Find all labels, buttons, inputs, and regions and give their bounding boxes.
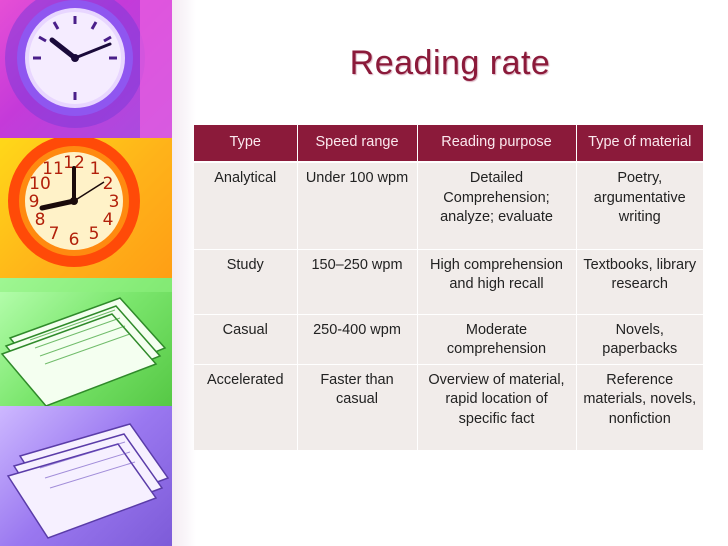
papers-icon [0, 278, 172, 406]
table-header-row: Type Speed range Reading purpose Type of… [194, 125, 703, 163]
papers-icon [6, 423, 170, 539]
cell-reading-purpose: Overview of material, rapid location of … [416, 363, 576, 450]
cell-type: Casual [194, 313, 297, 364]
cell-reading-purpose: Detailed Comprehension; analyze; evaluat… [416, 161, 576, 249]
svg-text:3: 3 [109, 192, 120, 212]
svg-text:12: 12 [63, 153, 85, 173]
orange-clock-photo: 12 1 2 3 4 5 6 7 8 9 10 11 [0, 138, 172, 278]
lavender-papers-photo [0, 406, 172, 546]
header-reading-purpose: Reading purpose [416, 125, 576, 163]
table-row: Study 150–250 wpm High comprehension and… [194, 248, 703, 314]
svg-text:2: 2 [103, 174, 114, 194]
header-type-of-material: Type of material [575, 125, 703, 163]
header-type: Type [194, 125, 297, 163]
svg-text:8: 8 [35, 210, 46, 230]
cell-type-of-material: Poetry, argumentative writing [575, 161, 703, 249]
cell-speed-range: 150–250 wpm [296, 248, 417, 314]
svg-text:4: 4 [103, 210, 114, 230]
table-row: Analytical Under 100 wpm Detailed Compre… [194, 161, 703, 249]
svg-text:11: 11 [42, 159, 64, 179]
cell-reading-purpose: High comprehension and high recall [416, 248, 576, 314]
cell-speed-range: 250-400 wpm [296, 313, 417, 364]
orange-clock-icon: 12 1 2 3 4 5 6 7 8 9 10 11 [0, 138, 172, 278]
svg-text:7: 7 [49, 224, 60, 244]
svg-text:1: 1 [90, 159, 101, 179]
green-papers-photo [0, 278, 172, 406]
cell-reading-purpose: Moderate comprehension [416, 313, 576, 364]
header-speed-range: Speed range [296, 125, 417, 163]
svg-text:9: 9 [29, 192, 40, 212]
cell-type: Accelerated [194, 363, 297, 450]
photo-strip: 12 1 2 3 4 5 6 7 8 9 10 11 [0, 0, 172, 546]
purple-clock-photo [0, 0, 172, 138]
svg-text:10: 10 [29, 174, 51, 194]
slide-title: Reading rate [349, 44, 551, 82]
svg-text:6: 6 [69, 230, 80, 250]
table-row: Accelerated Faster than casual Overview … [194, 363, 703, 450]
reading-rate-table: Type Speed range Reading purpose Type of… [194, 125, 703, 450]
cell-speed-range: Under 100 wpm [296, 161, 417, 249]
purple-clock-icon [5, 0, 172, 138]
svg-text:5: 5 [89, 224, 100, 244]
cell-type: Study [194, 248, 297, 314]
cell-type: Analytical [194, 161, 297, 249]
strip-edge [172, 0, 196, 546]
cell-type-of-material: Reference materials, novels, nonfiction [575, 363, 703, 450]
cell-type-of-material: Textbooks, library research [575, 248, 703, 314]
table-row: Casual 250-400 wpm Moderate comprehensio… [194, 313, 703, 364]
cell-type-of-material: Novels, paperbacks [575, 313, 703, 364]
cell-speed-range: Faster than casual [296, 363, 417, 450]
